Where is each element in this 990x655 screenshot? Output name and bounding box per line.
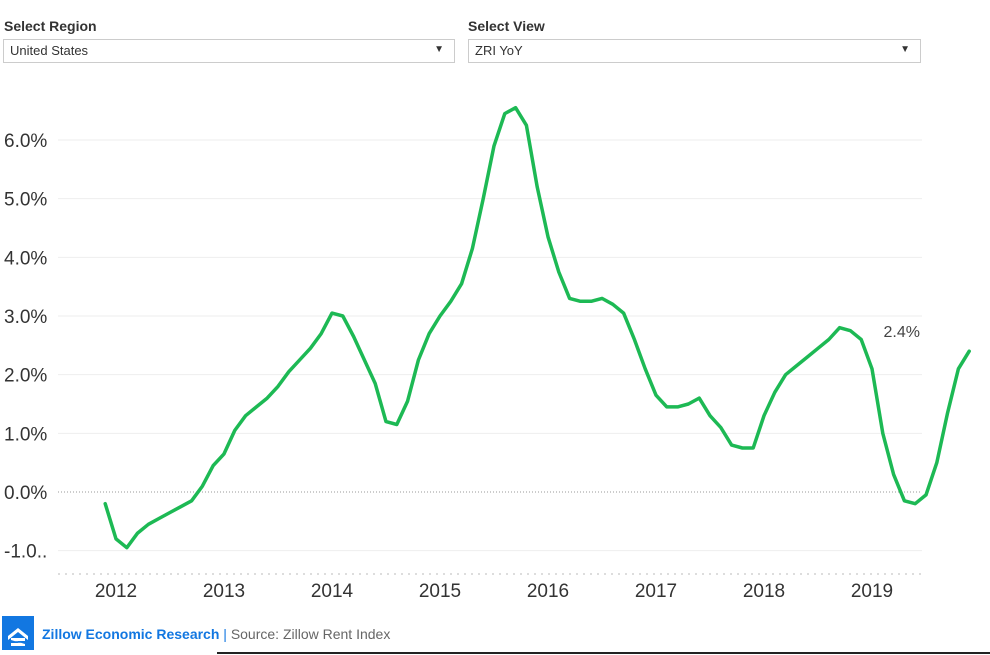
- chevron-down-icon: ▼: [900, 44, 910, 55]
- bottom-rule: [217, 652, 990, 654]
- x-tick-label: 2017: [635, 581, 677, 602]
- x-tick-label: 2014: [311, 581, 354, 602]
- y-tick-label: 0.0%: [4, 483, 47, 504]
- y-tick-label: 5.0%: [4, 190, 47, 211]
- y-axis-ticks: -1.0.. 0.0% 1.0% 2.0% 3.0% 4.0% 5.0% 6.0%: [4, 131, 47, 563]
- controls-bar: Select Region United States ▼ Select Vie…: [0, 0, 990, 70]
- y-tick-label: 2.0%: [4, 366, 47, 387]
- zillow-logo-icon: [2, 616, 34, 650]
- zri-yoy-line-chart: -1.0..0.0%1.0%2.0%3.0%4.0%5.0%6.0% 2012 2…: [4, 105, 971, 602]
- view-label: Select View: [468, 18, 545, 34]
- y-tick-label: -1.0..: [4, 542, 47, 563]
- view-select[interactable]: ZRI YoY ▼: [468, 39, 921, 63]
- x-tick-label: 2019: [851, 581, 893, 602]
- y-tick-label: 6.0%: [4, 131, 47, 152]
- footer-separator: |: [223, 626, 227, 642]
- y-tick-label: 4.0%: [4, 248, 47, 269]
- x-tick-label: 2018: [743, 581, 785, 602]
- x-tick-label: 2015: [419, 581, 461, 602]
- region-select[interactable]: United States ▼: [3, 39, 455, 63]
- chart-grid: [58, 139, 922, 575]
- y-tick-label: 3.0%: [4, 307, 47, 328]
- series-line: [103, 105, 971, 550]
- region-select-value: United States: [10, 43, 89, 58]
- x-tick-label: 2013: [203, 581, 245, 602]
- footer: Zillow Economic Research | Source: Zillo…: [0, 614, 990, 654]
- chevron-down-icon: ▼: [434, 44, 444, 55]
- source-text: Source: Zillow Rent Index: [230, 626, 391, 642]
- end-value-label: 2.4%: [884, 324, 920, 341]
- x-tick-label: 2016: [527, 581, 569, 602]
- y-tick-label: 1.0%: [4, 424, 47, 445]
- region-label: Select Region: [4, 18, 97, 34]
- x-axis-ticks: 2012 2013 2014 2015 2016 2017 2018 2019: [95, 581, 893, 602]
- footer-credit: Zillow Economic Research | Source: Zillo…: [42, 626, 390, 642]
- brand-link[interactable]: Zillow Economic Research: [42, 626, 220, 642]
- x-tick-label: 2012: [95, 581, 137, 602]
- view-select-value: ZRI YoY: [475, 43, 523, 58]
